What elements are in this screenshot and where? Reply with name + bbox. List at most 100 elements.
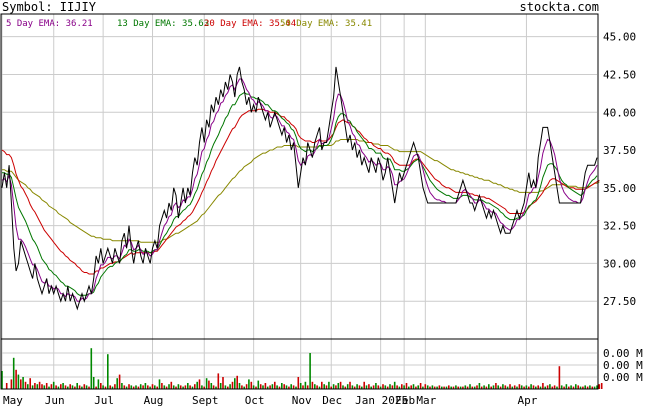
volume-bar (316, 385, 318, 389)
volume-bar (596, 385, 598, 389)
volume-bar (147, 385, 149, 389)
volume-bar (542, 383, 544, 389)
volume-bar (48, 386, 50, 389)
x-tick-label: Aug (144, 394, 164, 406)
volume-bar (264, 383, 267, 389)
volume-bar (598, 384, 601, 389)
y-tick-label: 35.00 (603, 182, 636, 195)
volume-bar (295, 386, 297, 389)
volume-bar (328, 381, 330, 389)
volume-bar (575, 384, 577, 389)
y-tick-label: 42.50 (603, 68, 636, 81)
volume-bar (318, 386, 321, 389)
volume-bar (156, 386, 158, 389)
volume-bar (405, 383, 408, 389)
volume-bar (535, 386, 537, 389)
volume-bar (433, 386, 436, 389)
volume-bar (415, 386, 417, 389)
volume-bar (208, 380, 210, 389)
volume-bar (224, 385, 227, 389)
volume-bar (306, 385, 309, 389)
volume-bar (568, 386, 570, 389)
volume-bar (525, 385, 528, 389)
volume-bar (391, 385, 394, 389)
volume-bar (600, 383, 603, 389)
volume-bar (551, 386, 554, 389)
volume-bar (50, 384, 53, 389)
volume-bar (412, 384, 415, 389)
volume-bar (74, 386, 76, 389)
volume-bar (62, 383, 64, 389)
volume-bar (83, 384, 86, 389)
volume-bar (132, 386, 135, 389)
volume-bar (577, 385, 579, 389)
volume-bar (234, 378, 236, 389)
volume-bar (532, 385, 535, 389)
volume-bar (311, 381, 314, 389)
volume-bar (194, 384, 196, 389)
volume-bar (565, 384, 568, 389)
series-layer (1, 66, 600, 311)
volume-bar (121, 383, 123, 389)
volume-bar (189, 385, 191, 389)
legend-ema20: 20 Day EMA: 35.44 (204, 19, 296, 29)
legend-ema5: 5 Day EMA: 36.21 (6, 19, 93, 29)
volume-bar (445, 386, 448, 389)
volume-bar (476, 385, 478, 389)
volume-bar (466, 386, 469, 389)
volume-bar (257, 380, 260, 389)
volume-bar (384, 385, 387, 389)
volume-bar (304, 381, 307, 389)
volume-bar (462, 386, 464, 389)
volume-bar (177, 384, 180, 389)
volume-bar (292, 385, 295, 389)
volume-bar (495, 383, 497, 389)
volume-bar (20, 379, 22, 389)
volume-bar (222, 377, 224, 389)
symbol-label: Symbol: IIJIY (2, 0, 97, 14)
volume-bar (215, 386, 217, 389)
volume-bar (344, 386, 347, 389)
volume-bar (443, 386, 445, 389)
volume-bar (116, 378, 118, 389)
volume-bar (170, 381, 173, 389)
volume-bar (269, 385, 271, 389)
volume-bar (203, 386, 205, 389)
volume-bar (393, 381, 396, 389)
volume-bar (92, 377, 95, 389)
volume-bar (227, 386, 229, 389)
volume-bar (5, 383, 8, 389)
volume-bar (85, 385, 88, 389)
volume-bar (266, 386, 269, 389)
volume-bar (351, 385, 354, 389)
volume-bar (339, 381, 342, 389)
volume-bar (450, 386, 452, 389)
site-label[interactable]: stockta.com (520, 0, 599, 14)
volume-bar (530, 384, 532, 389)
volume-bar (332, 384, 335, 389)
x-tick-label: Nov (292, 394, 312, 406)
volume-bar (36, 384, 39, 389)
series-line-20-day-ema (1, 108, 600, 275)
volume-bar (168, 384, 170, 389)
volume-bar (478, 383, 481, 389)
volume-bar (560, 385, 563, 389)
volume-bar (586, 386, 589, 389)
volume-bar (31, 385, 34, 389)
volume-bar (459, 386, 462, 389)
volume-bar (579, 386, 582, 389)
volume-bar (480, 386, 483, 389)
volume-bar (238, 383, 241, 389)
volume-bar (90, 348, 93, 389)
volume-bar (335, 385, 337, 389)
volume-bar (361, 386, 363, 389)
volume-bar (262, 385, 264, 389)
volume-bar (539, 386, 542, 389)
volume-bar (516, 386, 518, 389)
volume-bar (29, 378, 31, 389)
volume-bar (528, 386, 530, 389)
volume-bar (187, 383, 189, 389)
volume-bar (45, 383, 48, 389)
